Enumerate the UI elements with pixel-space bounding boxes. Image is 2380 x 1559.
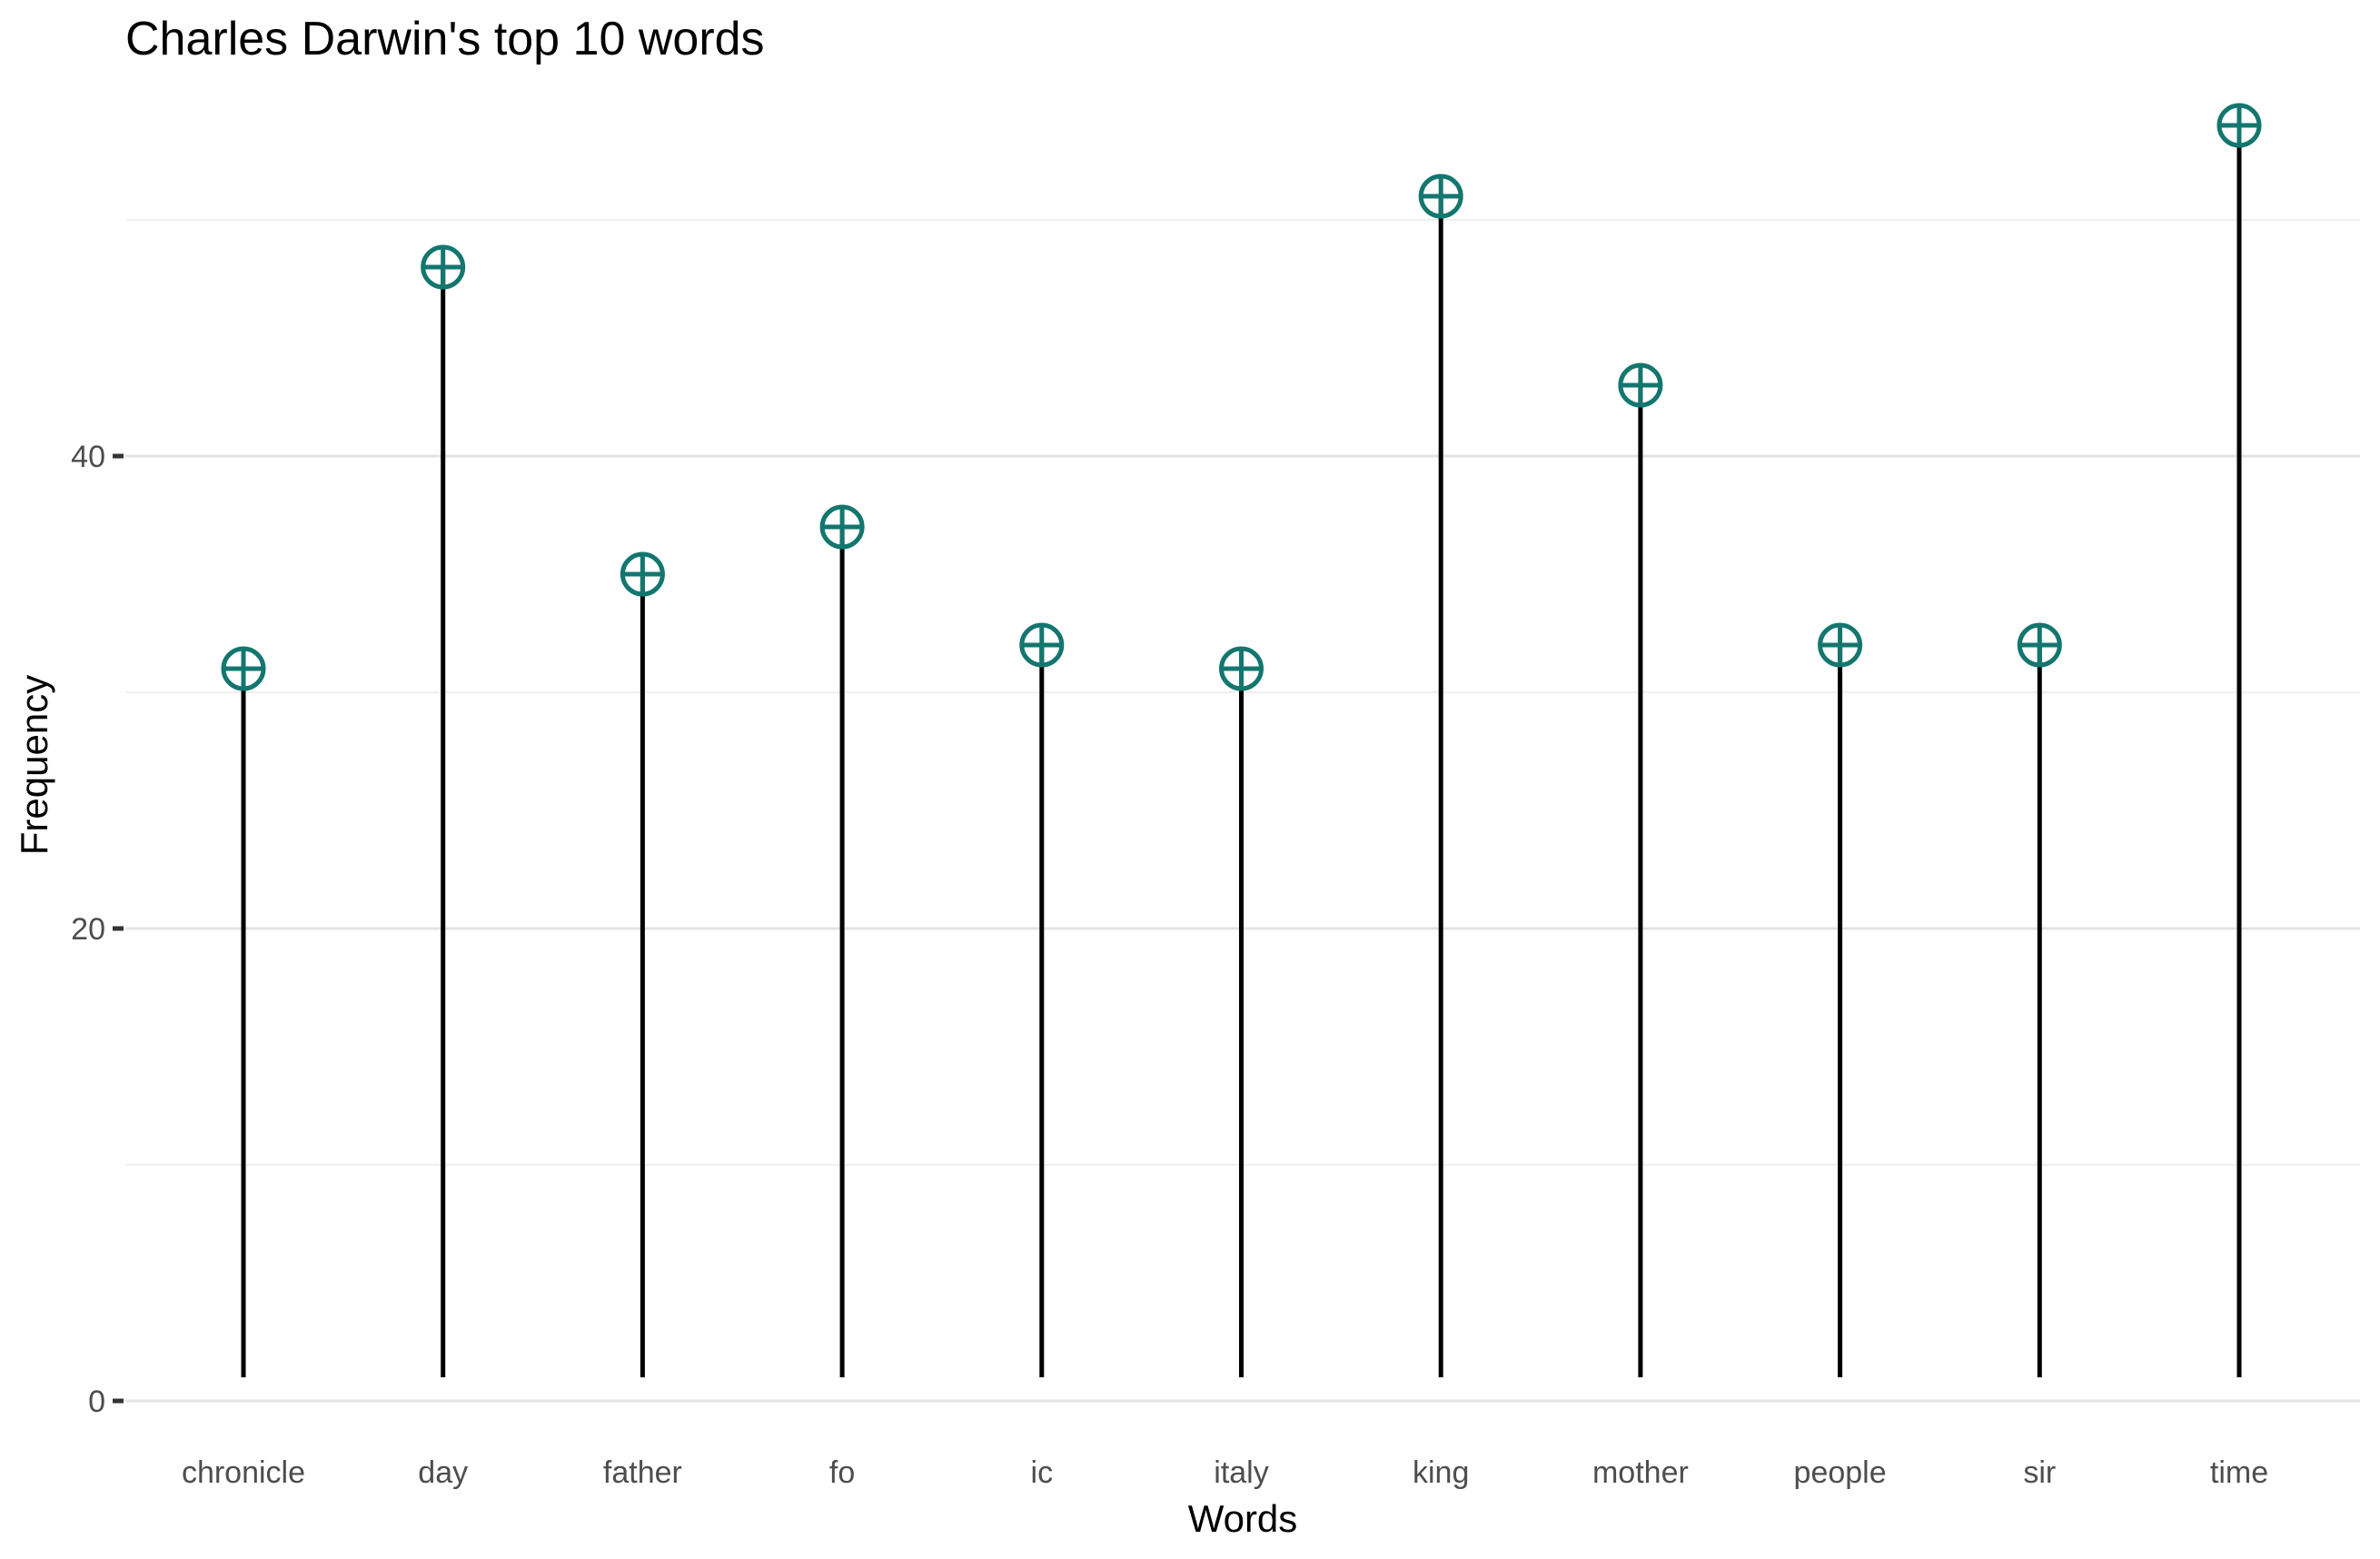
- x-tick-label-italy: italy: [1214, 1455, 1268, 1490]
- y-axis: 0 20 40: [71, 440, 124, 1419]
- chart-title: Charles Darwin's top 10 words: [125, 13, 765, 65]
- point-father: [620, 551, 665, 597]
- point-italy: [1219, 646, 1264, 691]
- x-axis-title: Words: [1188, 1497, 1298, 1540]
- x-axis: chronicle day father fo ic italy king mother peo…: [182, 1455, 2268, 1490]
- point-day: [421, 244, 466, 290]
- x-tick-label-time: time: [2210, 1455, 2268, 1490]
- x-tick-label-father: father: [603, 1455, 682, 1490]
- points: [221, 103, 2262, 691]
- point-sir: [2017, 622, 2062, 668]
- point-people: [1818, 622, 1863, 668]
- x-tick-label-ic: ic: [1031, 1455, 1054, 1490]
- y-tick-label-20: 20: [71, 912, 105, 947]
- point-fo: [819, 504, 865, 550]
- x-tick-label-fo: fo: [829, 1455, 855, 1490]
- point-mother: [1618, 362, 1663, 408]
- x-tick-label-mother: mother: [1592, 1455, 1689, 1490]
- point-king: [1418, 174, 1463, 219]
- x-tick-label-king: king: [1413, 1455, 1469, 1490]
- x-tick-label-chronicle: chronicle: [182, 1455, 305, 1490]
- y-axis-title: Frequency: [13, 675, 55, 855]
- y-tick-label-0: 0: [88, 1385, 105, 1419]
- point-chronicle: [221, 646, 266, 691]
- x-tick-label-day: day: [418, 1455, 468, 1490]
- y-tick-label-40: 40: [71, 440, 105, 474]
- point-ic: [1019, 622, 1065, 668]
- x-tick-label-sir: sir: [2023, 1455, 2056, 1490]
- x-tick-label-people: people: [1794, 1455, 1887, 1490]
- stems: [241, 125, 2242, 1377]
- point-time: [2216, 103, 2262, 148]
